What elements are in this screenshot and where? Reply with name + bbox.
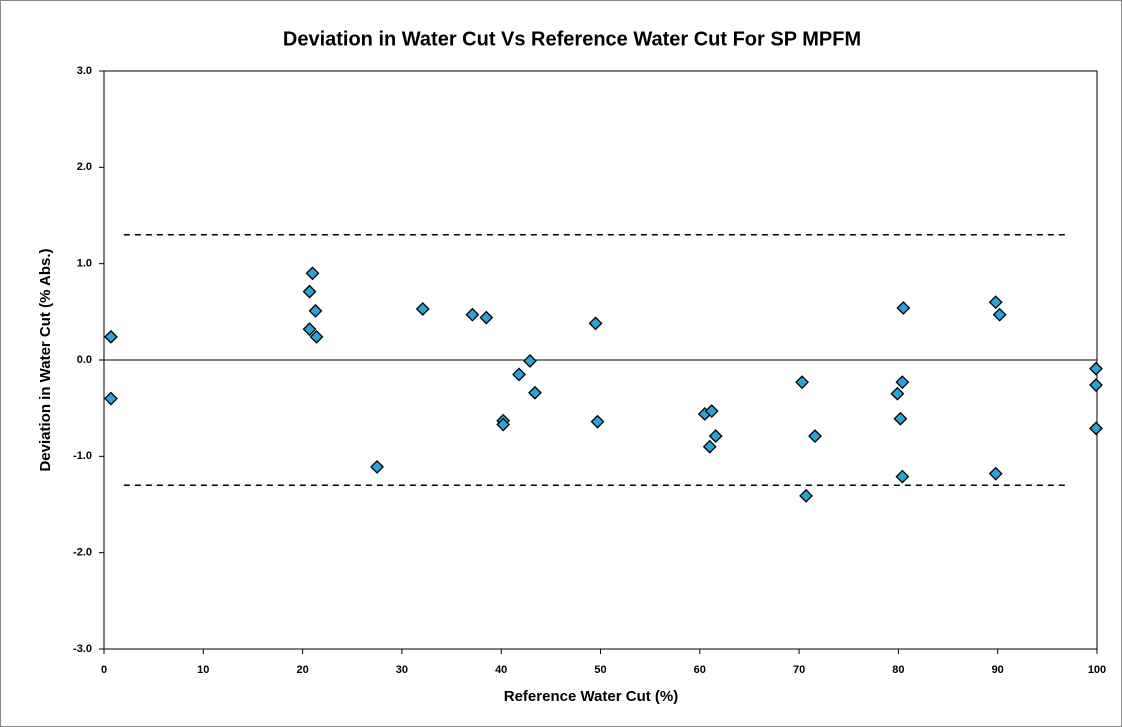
point: [1089, 361, 1103, 376]
x-tick-label: 60: [694, 664, 706, 676]
point: [309, 329, 324, 344]
x-tick-label: 10: [197, 664, 209, 676]
x-tick-label: 0: [101, 664, 107, 676]
chart-title: Deviation in Water Cut Vs Reference Wate…: [283, 28, 861, 50]
point: [702, 439, 717, 454]
point: [895, 375, 910, 390]
y-tick-label: -1.0: [73, 450, 92, 462]
point: [590, 414, 605, 429]
x-tick-label: 100: [1088, 664, 1106, 676]
point: [302, 322, 317, 337]
point: [479, 310, 494, 325]
x-tick-label: 90: [992, 664, 1004, 676]
point: [1089, 378, 1103, 392]
point: [893, 411, 908, 426]
point: [496, 417, 511, 432]
point: [588, 316, 603, 331]
point: [1089, 421, 1103, 436]
x-axis-label: Reference Water Cut (%): [504, 688, 678, 705]
y-axis-label: Deviation in Water Cut (% Abs.): [37, 248, 54, 471]
y-tick-label: -3.0: [73, 643, 92, 655]
point: [988, 466, 1003, 481]
y-tick-label: 3.0: [77, 65, 92, 77]
y-tick-label: 0.0: [77, 354, 92, 366]
point: [415, 302, 430, 316]
x-tick-label: 20: [296, 664, 308, 676]
point: [104, 391, 118, 406]
point: [465, 307, 480, 322]
point: [890, 386, 905, 401]
point: [708, 429, 723, 444]
x-tick-label: 70: [793, 664, 805, 676]
point: [104, 329, 118, 344]
x-tick-label: 50: [594, 664, 606, 676]
point: [704, 404, 719, 418]
point: [523, 354, 537, 368]
point: [795, 375, 809, 390]
y-tick-label: -2.0: [73, 547, 92, 559]
point: [308, 303, 323, 318]
x-tick-label: 80: [892, 664, 904, 676]
point: [512, 367, 526, 382]
point: [896, 301, 911, 315]
point: [302, 284, 317, 299]
point: [992, 307, 1007, 322]
point: [808, 429, 822, 444]
point: [895, 469, 910, 484]
point: [988, 295, 1003, 310]
x-tick-label: 40: [495, 664, 507, 676]
point: [305, 266, 320, 281]
point: [528, 385, 542, 400]
y-tick-label: 1.0: [77, 258, 92, 270]
point: [370, 460, 384, 474]
y-tick-label: 2.0: [77, 161, 92, 173]
x-tick-label: 30: [396, 664, 408, 676]
point: [799, 488, 813, 503]
